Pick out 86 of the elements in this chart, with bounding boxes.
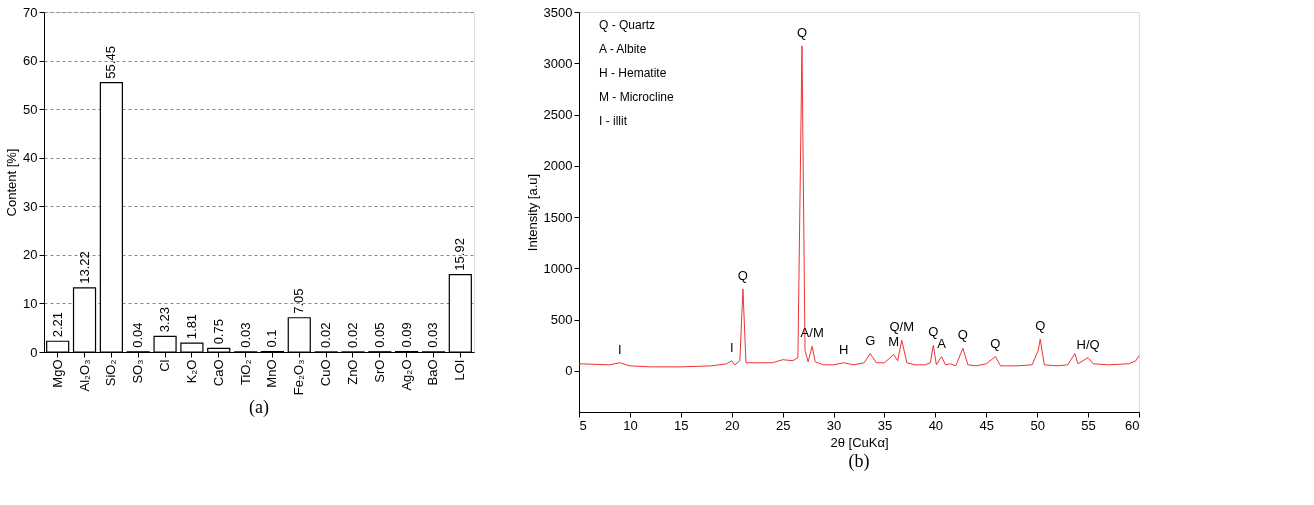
x-tick-label: CuO [318,359,334,387]
x-tick-label: 10 [623,417,638,433]
annotation: Q [1035,318,1046,334]
annotation: Q - Quartz [599,18,656,32]
x-tick-label: 60 [1125,417,1140,433]
data-label: 7.05 [291,288,307,314]
y-tick-label: 10 [23,295,38,311]
x-tick-label: Ag₂O [398,359,414,391]
data-label: 0.03 [425,322,441,348]
y-tick-label: 0 [30,344,38,360]
annotation: H - Hematite [599,66,667,80]
text: (b) [848,451,870,472]
annotation: A - Albite [599,42,647,56]
x-axis-title: 2θ [CuKα] [830,434,889,450]
x-tick-label: 5 [579,417,587,433]
annotation: Q [990,335,1001,351]
data-label: 13.22 [76,251,92,284]
data-label: 15.92 [452,238,468,271]
x-tick-label: LOI [452,359,468,381]
x-tick-label: 40 [928,417,944,433]
y-axis-title: Intensity [a.u] [524,173,540,252]
y-tick-label: 1000 [543,260,573,276]
x-tick-label: SrO [371,359,387,383]
data-label: 0.04 [130,322,146,348]
data-label: 1.81 [183,313,199,340]
y-tick-label: 0 [565,363,573,379]
y-tick-label: 50 [23,101,38,117]
y-tick-label: 2500 [543,107,573,123]
x-tick-label: CaO [210,359,226,387]
annotation: M [888,333,900,349]
x-tick-label: 50 [1030,417,1045,433]
y-tick-label: 3500 [543,4,573,20]
annotation: I - illit [599,114,628,128]
x-tick-label: BaO [425,359,441,386]
annotation: G [865,332,876,348]
x-tick-label: 15 [674,417,689,433]
x-tick-label: TiO₂ [237,359,253,386]
x-tick-label: Fe₂O₃ [291,359,307,396]
annotation: H/Q [1076,336,1100,352]
data-label: 0.1 [264,329,280,348]
y-tick-label: 2000 [543,158,573,174]
x-tick-label: 25 [775,417,791,433]
y-tick-label: 40 [23,150,38,166]
annotation: A [937,335,947,351]
x-tick-label: 20 [724,417,740,433]
annotation: I [729,339,734,355]
data-label: 55.45 [103,46,119,79]
data-label: 0.05 [371,322,387,348]
annotation: M - Microcline [599,90,674,104]
y-axis-title: Content [%] [4,148,20,217]
x-tick-label: SiO₂ [103,359,119,387]
annotation: Q [928,324,939,340]
data-label: 0.03 [237,322,253,348]
x-tick-label: 30 [826,417,842,433]
y-tick-label: 1500 [543,209,573,225]
annotation: Q [957,327,968,343]
text: (a) [249,396,269,418]
x-tick-label: K₂O [183,359,199,384]
x-tick-label: 35 [877,417,893,433]
line-series [578,45,1140,368]
annotation: I [617,341,622,357]
data-label: 0.02 [344,322,360,348]
x-tick-label: Al₂O₃ [76,359,92,392]
data-label: 2.21 [49,311,65,338]
x-tick-label: Cl [157,359,173,372]
annotation: Q [796,24,808,40]
annotation: A/M [800,325,824,341]
x-tick-label: ZnO [344,359,360,385]
data-label: 0.09 [398,322,414,348]
x-tick-label: 45 [979,417,995,433]
y-tick-label: 60 [23,53,38,69]
y-tick-label: 70 [23,4,38,20]
x-tick-label: MnO [264,359,280,388]
y-tick-label: 30 [23,198,38,214]
x-tick-label: MgO [49,359,65,388]
x-tick-label: 55 [1081,417,1096,433]
data-label: 3.23 [157,307,173,333]
annotation: H [839,341,849,357]
data-label: 0.75 [210,319,226,345]
y-tick-label: 20 [23,247,38,263]
annotation: Q [737,267,748,283]
data-label: 0.02 [318,322,334,348]
x-tick-label: SO₃ [130,359,146,384]
y-tick-label: 500 [550,312,573,328]
annotation: Q/M [889,319,915,335]
y-tick-label: 3000 [543,55,573,71]
